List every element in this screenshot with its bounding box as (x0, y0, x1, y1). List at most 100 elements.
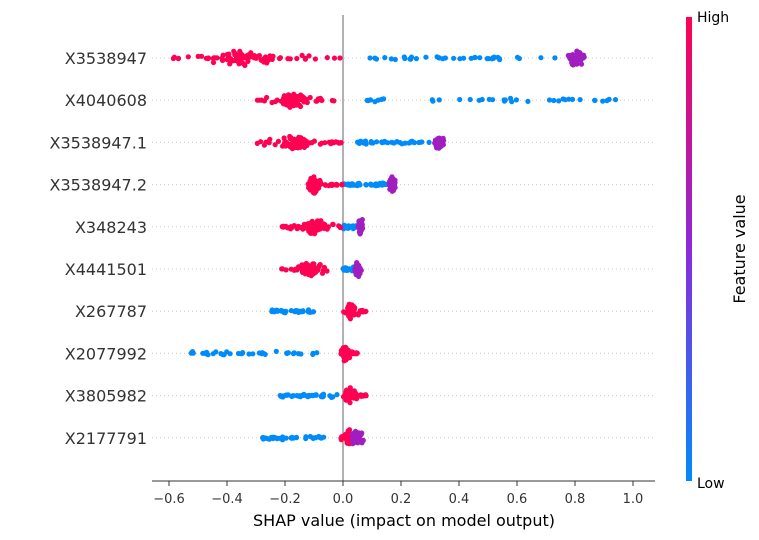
shap-point (442, 55, 448, 61)
shap-point (281, 308, 287, 315)
shap-point (276, 435, 282, 441)
shap-point (232, 52, 238, 58)
shap-point (310, 351, 316, 357)
shap-point (350, 182, 356, 188)
shap-point (263, 139, 269, 145)
shap-point (546, 97, 553, 103)
shap-point (195, 53, 201, 60)
shap-point (246, 351, 252, 357)
shap-point (426, 139, 432, 145)
shap-point (301, 142, 308, 148)
feature-label: X4441501 (65, 260, 147, 279)
shap-point (389, 180, 395, 186)
shap-point (355, 433, 361, 439)
shap-point (457, 56, 463, 62)
shap-point (350, 223, 356, 229)
shap-point (293, 95, 299, 101)
shap-point (413, 56, 419, 62)
shap-point (271, 309, 277, 315)
shap-point (269, 56, 275, 63)
shap-point (451, 55, 457, 61)
shap-point (235, 350, 242, 357)
shap-point (333, 139, 339, 145)
shap-point (497, 57, 503, 63)
shap-point (304, 393, 310, 399)
x-tick-label: 0.6 (507, 492, 528, 507)
feature-label: X3538947 (65, 49, 147, 68)
shap-point (468, 55, 474, 61)
shap-point (600, 98, 606, 104)
shap-point (284, 392, 290, 398)
shap-point (525, 98, 531, 104)
shap-point (408, 56, 414, 62)
shap-point (516, 55, 523, 62)
shap-point (513, 97, 520, 103)
shap-point (305, 223, 311, 229)
shap-point (328, 141, 334, 147)
shap-point (356, 229, 362, 235)
shap-point (310, 309, 316, 315)
shap-point (388, 56, 394, 62)
shap-point (302, 55, 308, 61)
shap-point (295, 223, 301, 229)
shap-point (334, 182, 340, 188)
feature-label: X267787 (75, 302, 147, 321)
shap-point (382, 55, 388, 61)
shap-point (467, 96, 473, 103)
shap-point (290, 351, 296, 357)
shap-point (284, 350, 290, 356)
shap-point (373, 56, 380, 62)
shap-point (288, 224, 294, 230)
shap-point (336, 223, 342, 229)
shap-point (285, 56, 291, 62)
shap-point (250, 351, 256, 357)
shap-point (279, 266, 286, 272)
shap-point (538, 55, 544, 61)
shap-point (311, 268, 317, 274)
shap-point (374, 139, 380, 145)
shap-point (287, 92, 293, 99)
feature-label: X2177791 (65, 429, 147, 448)
x-axis-title: SHAP value (impact on model output) (253, 511, 555, 530)
shap-point (310, 435, 316, 441)
shap-point (394, 139, 400, 145)
shap-point (338, 140, 344, 146)
shap-point (287, 133, 293, 140)
shap-point (477, 55, 483, 61)
shap-point (283, 223, 289, 229)
shap-point (311, 138, 317, 144)
shap-point (310, 230, 316, 236)
shap-point (226, 57, 232, 63)
shap-point (306, 53, 312, 59)
shap-point (408, 138, 414, 144)
shap-point (330, 394, 336, 400)
shap-point (269, 99, 275, 106)
shap-point (308, 185, 314, 192)
shap-point (298, 351, 304, 357)
shap-point (573, 57, 579, 63)
shap-point (331, 55, 338, 61)
shap-point (381, 139, 387, 145)
shap-point (368, 139, 374, 145)
shap-point (273, 348, 279, 354)
shap-point (254, 140, 260, 146)
shap-point (318, 435, 324, 441)
shap-point (339, 182, 345, 188)
shap-point (592, 97, 598, 103)
shap-point (434, 54, 440, 60)
row-guides (152, 57, 655, 439)
shap-point (479, 96, 485, 103)
shap-point (291, 267, 297, 273)
shap-point (331, 98, 337, 104)
shap-point (337, 55, 343, 61)
shap-point (279, 393, 285, 399)
shap-point (220, 52, 226, 58)
shap-point (313, 392, 319, 398)
shap-point (289, 434, 295, 440)
shap-point (281, 93, 287, 99)
shap-point (188, 350, 194, 356)
feature-labels: X3538947 X4040608 X3538947.1 X3538947.2 X348… (50, 49, 147, 448)
shap-point (355, 263, 361, 269)
shap-point (569, 96, 576, 102)
shap-point (551, 97, 557, 104)
